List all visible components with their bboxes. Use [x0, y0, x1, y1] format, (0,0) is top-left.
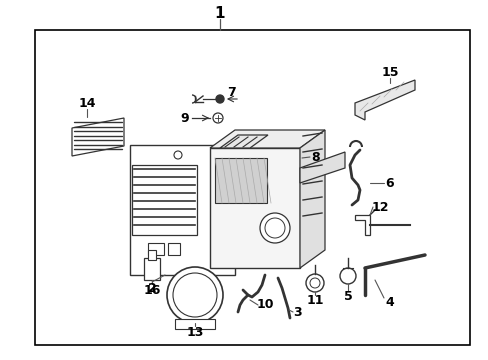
Circle shape: [174, 151, 182, 159]
Circle shape: [309, 278, 319, 288]
Text: 14: 14: [78, 96, 96, 109]
Text: 8: 8: [311, 150, 320, 163]
Text: 11: 11: [305, 293, 323, 306]
Text: 10: 10: [256, 298, 273, 311]
Circle shape: [260, 213, 289, 243]
Polygon shape: [354, 215, 369, 235]
Bar: [132, 165, 197, 235]
Text: 3: 3: [293, 306, 302, 319]
Text: 9: 9: [181, 112, 189, 125]
Bar: [148, 243, 163, 255]
Bar: [209, 148, 299, 268]
Polygon shape: [354, 80, 414, 120]
Circle shape: [305, 274, 324, 292]
Circle shape: [339, 268, 355, 284]
Text: 4: 4: [385, 296, 393, 309]
Text: 7: 7: [227, 86, 236, 99]
Polygon shape: [209, 130, 325, 148]
Text: 12: 12: [370, 201, 388, 213]
Bar: [143, 258, 160, 280]
Text: 13: 13: [186, 325, 203, 338]
Text: 16: 16: [143, 284, 161, 297]
Circle shape: [173, 273, 217, 317]
Polygon shape: [72, 118, 124, 156]
Circle shape: [216, 95, 224, 103]
Bar: [148, 250, 156, 260]
Circle shape: [167, 267, 223, 323]
Bar: [168, 243, 180, 255]
Polygon shape: [299, 152, 345, 183]
Polygon shape: [299, 130, 325, 268]
Circle shape: [264, 218, 285, 238]
Text: 5: 5: [343, 289, 352, 302]
Polygon shape: [220, 135, 267, 148]
Text: 15: 15: [381, 66, 398, 78]
Polygon shape: [130, 145, 235, 275]
Text: 6: 6: [385, 176, 393, 189]
Text: 1: 1: [214, 5, 225, 21]
Bar: [215, 158, 266, 203]
Circle shape: [213, 113, 223, 123]
Bar: [35, 30, 469, 345]
Text: 2: 2: [147, 282, 156, 294]
Bar: [175, 319, 215, 329]
